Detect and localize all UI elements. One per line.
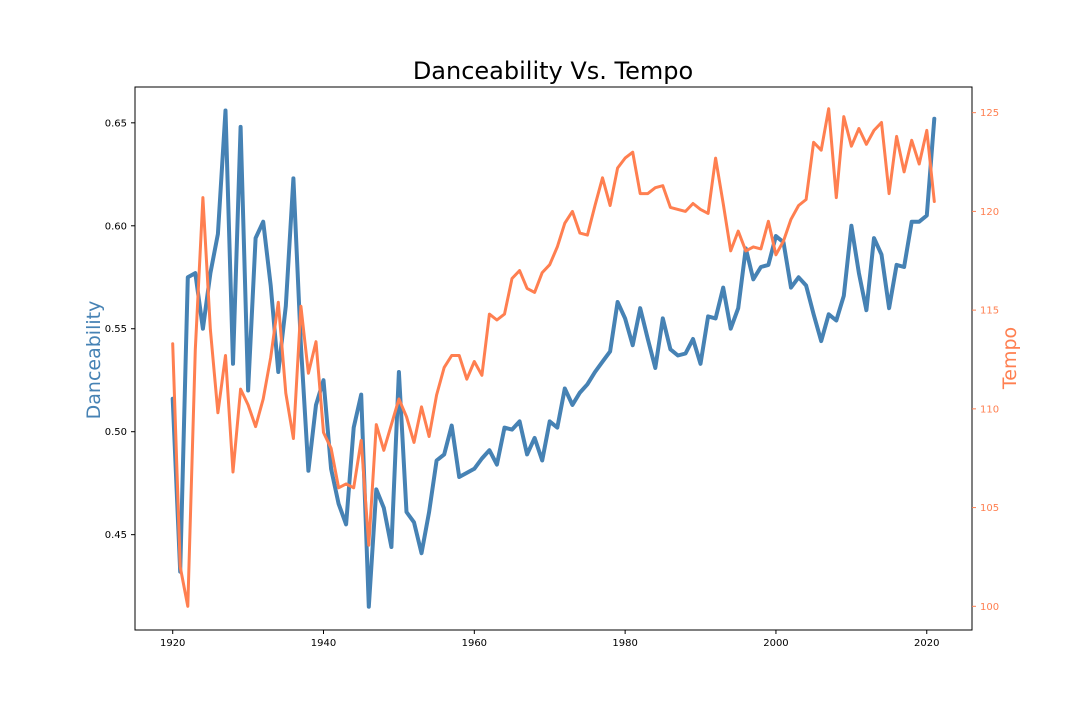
tempo-line: [171, 107, 936, 608]
left-tick-label: 0.50: [105, 427, 127, 438]
left-tick-label: 0.45: [105, 530, 127, 541]
right-tick-label: 110: [980, 404, 999, 415]
left-tick-label: 0.60: [105, 221, 127, 232]
x-tick-label: 1980: [612, 638, 637, 649]
right-tick-label: 105: [980, 503, 999, 514]
x-tick-label: 2020: [914, 638, 939, 649]
right-tick-label: 120: [980, 207, 999, 218]
left-axis-title: Danceability: [83, 301, 105, 420]
x-tick-label: 1920: [160, 638, 185, 649]
right-tick-label: 125: [980, 108, 999, 119]
left-tick-label: 0.55: [105, 324, 127, 335]
x-tick-label: 1940: [311, 638, 336, 649]
x-tick-label: 1960: [462, 638, 487, 649]
right-tick-label: 115: [980, 306, 999, 317]
x-tick-label: 2000: [763, 638, 788, 649]
series-layer: [170, 107, 937, 609]
right-axis-title: Tempo: [999, 327, 1021, 390]
right-tick-label: 100: [980, 602, 999, 613]
left-tick-label: 0.65: [105, 118, 127, 129]
x-axis: 1920 1940 1960 1980 2000 2020: [160, 630, 939, 649]
plot-frame: [134, 86, 973, 631]
left-y-axis: 0.45 0.50 0.55 0.60 0.65: [105, 118, 135, 541]
right-y-axis: 100 105 110 115 120 125: [972, 108, 999, 613]
chart-title: Danceability Vs. Tempo: [413, 57, 693, 85]
